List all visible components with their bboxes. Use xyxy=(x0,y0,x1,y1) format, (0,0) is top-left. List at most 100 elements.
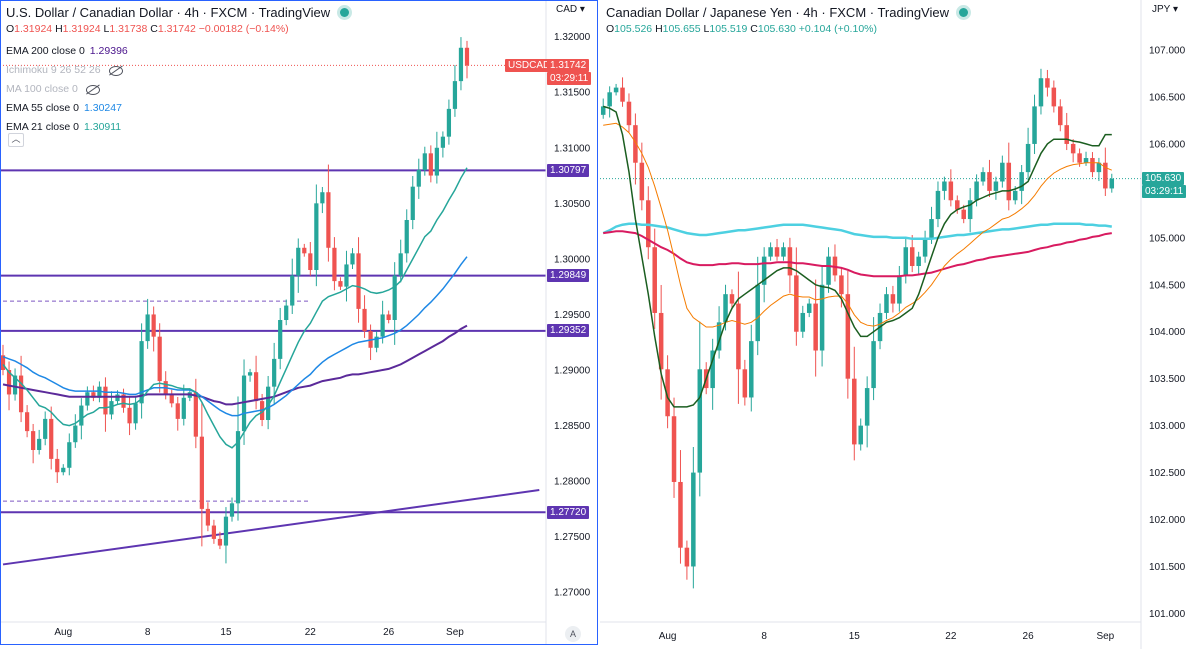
eye-off-icon[interactable] xyxy=(85,84,100,95)
legend-ema21[interactable]: EMA 21 close 0 1.30911 xyxy=(6,118,128,137)
legend-ma100[interactable]: MA 100 close 0 xyxy=(6,80,128,99)
market-open-dot-icon xyxy=(959,8,969,17)
candle-body xyxy=(380,314,385,337)
candle-body xyxy=(858,425,863,445)
candle-body xyxy=(607,92,612,107)
candle-body xyxy=(0,355,6,370)
candle-body xyxy=(639,162,645,201)
candle-up xyxy=(109,391,114,420)
candle-up xyxy=(710,338,715,410)
candle-up xyxy=(1096,157,1102,182)
candle-body xyxy=(205,508,210,526)
ohlc-close-label: C xyxy=(150,23,158,35)
candle-body xyxy=(139,341,144,404)
candle-body xyxy=(890,294,896,304)
candle-up xyxy=(1019,164,1024,205)
candle-up xyxy=(344,250,349,302)
candle-down xyxy=(742,359,748,406)
candle-down xyxy=(121,388,126,413)
cadjpy-ohlc: O105.526 H105.655 L105.519 C105.630 +0.1… xyxy=(606,23,877,35)
candle-down xyxy=(671,397,677,498)
time-tick-label: Aug xyxy=(659,631,677,642)
candle-down xyxy=(1045,69,1050,97)
price-tick-label: 1.28000 xyxy=(554,477,591,488)
candle-up xyxy=(416,158,421,199)
candles-group xyxy=(600,68,1115,589)
candle-up xyxy=(826,247,831,293)
candle-body xyxy=(181,397,186,419)
legend-ema200[interactable]: EMA 200 close 0 1.29396 xyxy=(6,42,128,61)
price-tick-label: 106.000 xyxy=(1149,139,1186,150)
legend-ichimoku[interactable]: Ichimoku 9 26 52 26 xyxy=(6,61,128,80)
candle-body xyxy=(266,386,271,420)
candle-body xyxy=(422,153,427,170)
candle-up xyxy=(229,497,235,522)
candle-down xyxy=(961,204,966,224)
candle-body xyxy=(633,125,638,163)
candle-down xyxy=(813,279,818,377)
price-tick-label: 1.29500 xyxy=(554,310,591,321)
candle-up xyxy=(1000,155,1005,188)
candle-down xyxy=(157,323,162,393)
ohlc-open: 1.31924 xyxy=(14,23,53,35)
price-tick-label: 1.31500 xyxy=(554,88,591,99)
candle-body xyxy=(658,312,664,370)
candle-body xyxy=(374,336,379,348)
candle-up xyxy=(1032,94,1037,154)
eye-off-icon[interactable] xyxy=(108,65,123,76)
ohlc-high-label: H xyxy=(55,23,63,35)
usdcad-ohlc: O1.31924 H1.31924 L1.31738 C1.31742 −0.0… xyxy=(6,23,289,35)
usdcad-chart-panel[interactable]: 1.32000 1.31500 1.31000 1.30500 1.30000 1.295… xyxy=(0,0,600,649)
price-tick-label: 1.28500 xyxy=(554,421,591,432)
usdcad-currency-label[interactable]: CAD ▾ xyxy=(556,4,585,15)
legend-collapse-chevron-icon[interactable]: ︿ xyxy=(8,133,24,147)
legend-ema55[interactable]: EMA 55 close 0 1.30247 xyxy=(6,99,128,118)
candle-down xyxy=(151,306,156,352)
candle-up xyxy=(380,300,385,344)
candle-up xyxy=(278,307,283,370)
candle-body xyxy=(922,237,928,257)
candle-down xyxy=(646,186,651,260)
time-tick-label: 8 xyxy=(761,631,767,642)
ema200-line xyxy=(2,324,468,406)
candle-up xyxy=(897,265,902,312)
candle-up xyxy=(1025,127,1031,181)
candle-down xyxy=(368,324,373,361)
candle-down xyxy=(338,277,343,290)
candle-up xyxy=(350,248,355,269)
candle-up xyxy=(139,323,144,419)
candle-down xyxy=(678,450,683,564)
candle-body xyxy=(1077,153,1082,163)
cadjpy-chart-title: Canadian Dollar / Japanese Yen · 4h · FX… xyxy=(606,5,969,20)
market-open-dot-icon xyxy=(340,8,350,17)
price-tick-label: 1.27500 xyxy=(554,532,591,543)
auto-scale-button[interactable]: A xyxy=(565,626,581,642)
cadjpy-chart-panel[interactable]: 107.000106.500106.000105.500105.000104.5… xyxy=(600,0,1195,649)
candle-down xyxy=(127,396,132,436)
candle-down xyxy=(1058,99,1063,132)
usdcad-chart-title: U.S. Dollar / Canadian Dollar · 4h · FXC… xyxy=(6,5,350,20)
bar-countdown-tag: 03:29:11 xyxy=(1142,185,1187,199)
candle-body xyxy=(1045,78,1050,88)
candle-up xyxy=(133,395,138,430)
candle-body xyxy=(794,275,799,332)
candle-body xyxy=(1109,178,1115,189)
candle-down xyxy=(832,244,838,282)
candle-body xyxy=(85,392,90,406)
candle-up xyxy=(410,175,415,230)
candle-down xyxy=(49,406,54,470)
usdcad-chart-canvas[interactable]: 1.32000 1.31500 1.31000 1.30500 1.30000 1.295… xyxy=(0,0,600,649)
candle-body xyxy=(710,350,715,389)
candle-body xyxy=(600,106,606,115)
candle-down xyxy=(729,289,735,308)
candle-down xyxy=(665,355,670,429)
candle-down xyxy=(955,195,960,214)
time-tick-label: 22 xyxy=(945,631,957,642)
time-tick-label: 26 xyxy=(383,627,395,638)
candle-body xyxy=(1032,106,1037,144)
candle-body xyxy=(935,190,941,220)
candle-body xyxy=(296,247,301,276)
candle-down xyxy=(633,113,638,185)
cadjpy-chart-canvas[interactable]: 107.000106.500106.000105.500105.000104.5… xyxy=(600,0,1195,649)
cadjpy-currency-label[interactable]: JPY ▾ xyxy=(1152,4,1178,15)
